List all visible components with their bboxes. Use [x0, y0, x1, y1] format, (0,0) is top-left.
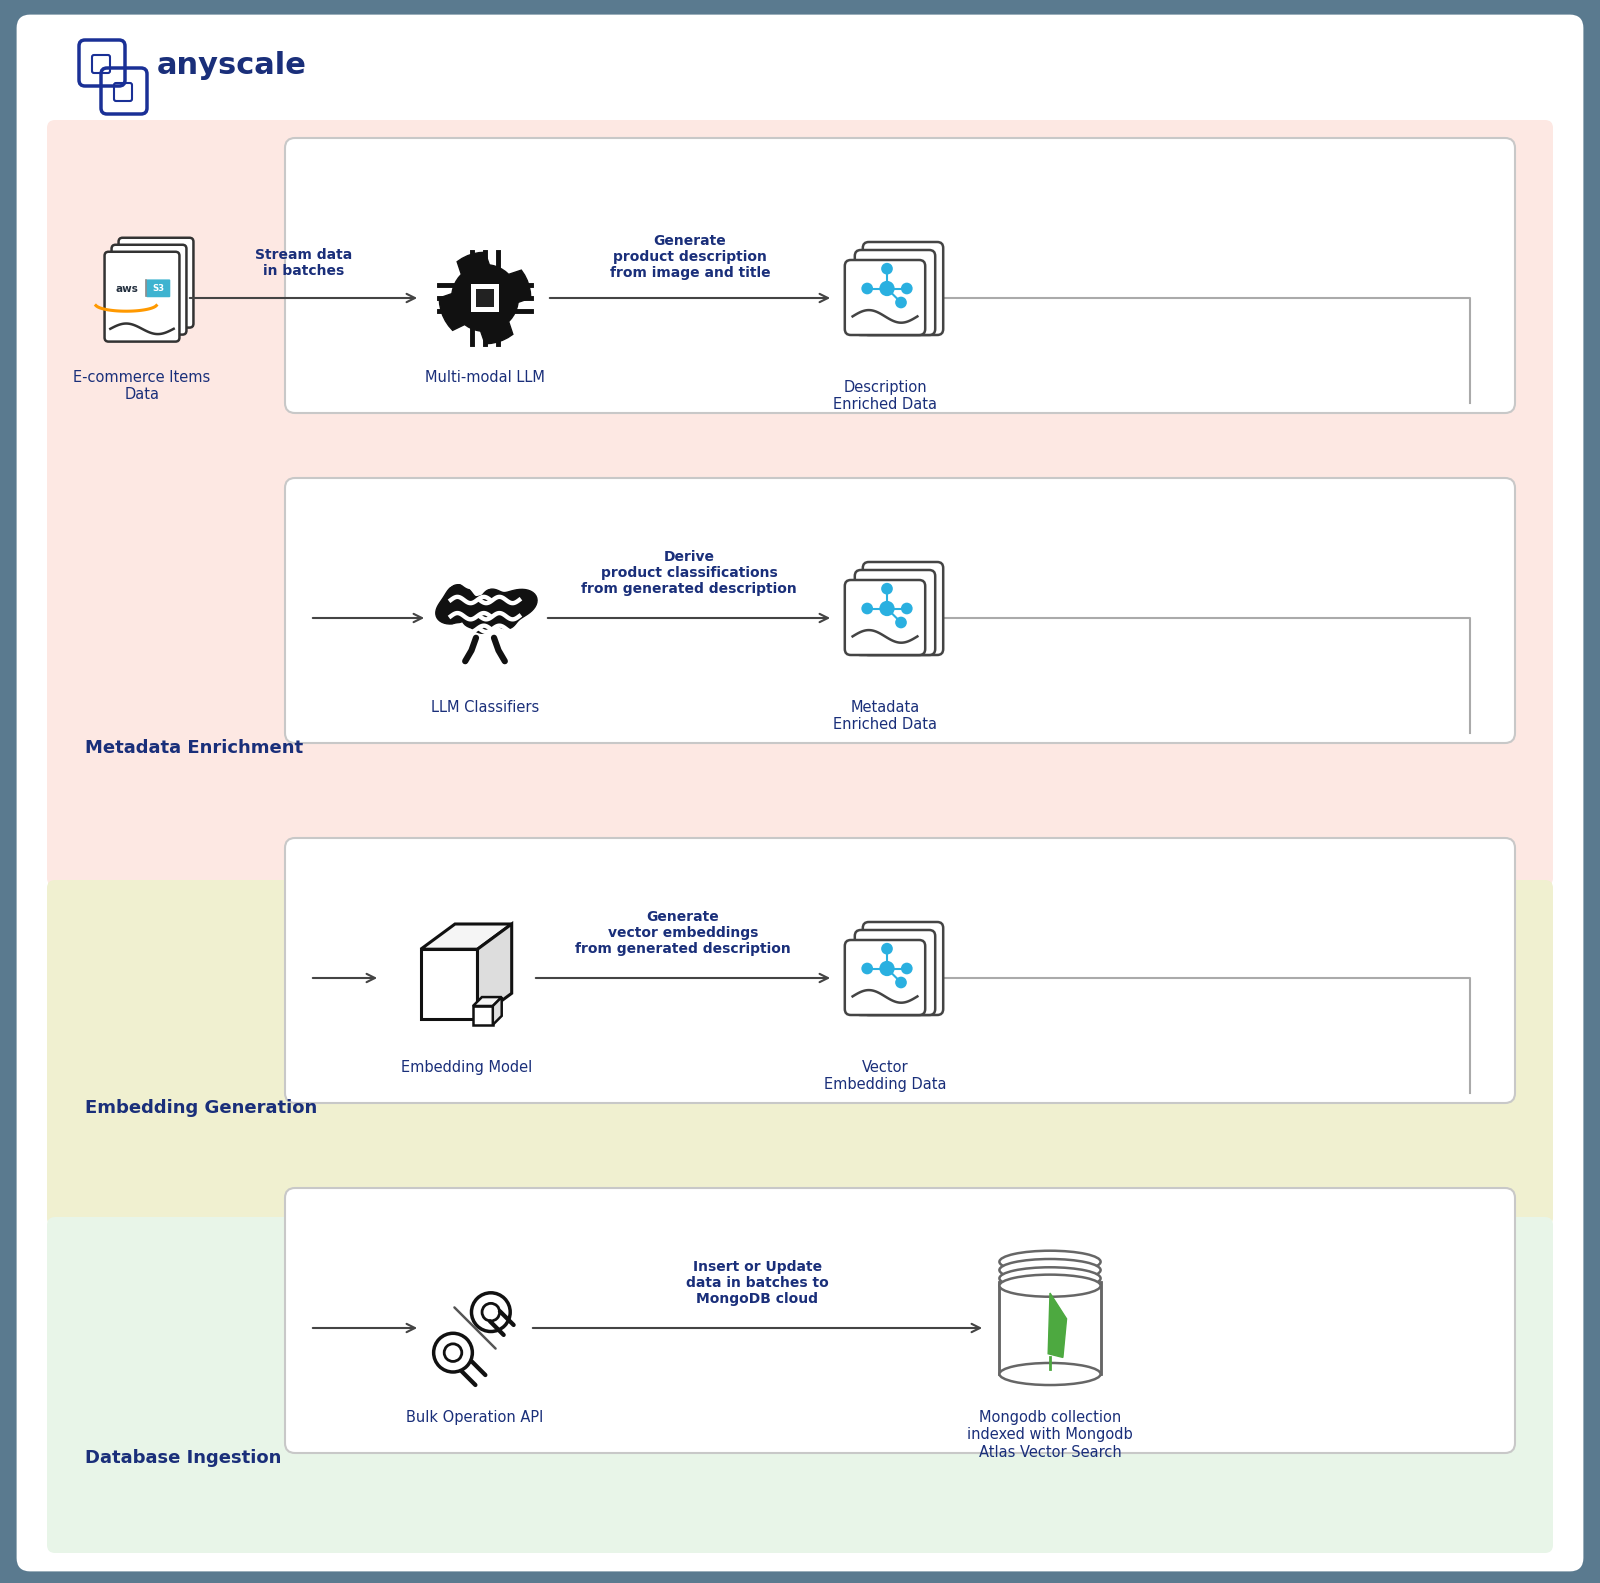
Polygon shape	[1048, 1293, 1067, 1358]
FancyBboxPatch shape	[854, 250, 934, 336]
FancyBboxPatch shape	[854, 570, 934, 655]
FancyBboxPatch shape	[46, 880, 1554, 1225]
Text: Embedding Generation: Embedding Generation	[85, 1099, 317, 1118]
FancyBboxPatch shape	[46, 1217, 1554, 1553]
Circle shape	[901, 603, 912, 614]
FancyBboxPatch shape	[477, 290, 494, 307]
Text: Metadata
Enriched Data: Metadata Enriched Data	[834, 700, 938, 733]
Text: LLM Classifiers: LLM Classifiers	[430, 700, 539, 716]
Ellipse shape	[1000, 1274, 1101, 1296]
Circle shape	[901, 962, 912, 975]
Text: Description
Enriched Data: Description Enriched Data	[834, 380, 938, 413]
FancyBboxPatch shape	[285, 478, 1515, 742]
FancyBboxPatch shape	[862, 242, 942, 336]
Text: Metadata Enrichment: Metadata Enrichment	[85, 739, 302, 757]
Polygon shape	[421, 950, 477, 1018]
FancyBboxPatch shape	[18, 16, 1582, 1570]
FancyBboxPatch shape	[845, 940, 925, 1015]
Text: Insert or Update
data in batches to
MongoDB cloud: Insert or Update data in batches to Mong…	[686, 1260, 829, 1306]
FancyBboxPatch shape	[862, 921, 942, 1015]
Text: Embedding Model: Embedding Model	[402, 1061, 533, 1075]
Polygon shape	[435, 584, 506, 633]
Circle shape	[472, 1293, 510, 1331]
Text: Vector
Embedding Data: Vector Embedding Data	[824, 1061, 946, 1092]
Ellipse shape	[1000, 1258, 1101, 1281]
FancyBboxPatch shape	[118, 237, 194, 328]
Text: Database Ingestion: Database Ingestion	[85, 1448, 282, 1467]
Circle shape	[894, 977, 907, 988]
Polygon shape	[474, 997, 502, 1005]
Text: Mongodb collection
indexed with Mongodb
Atlas Vector Search: Mongodb collection indexed with Mongodb …	[966, 1410, 1133, 1460]
Circle shape	[861, 962, 874, 975]
FancyBboxPatch shape	[854, 929, 934, 1015]
Circle shape	[882, 583, 893, 595]
Polygon shape	[493, 997, 502, 1024]
FancyBboxPatch shape	[46, 120, 1554, 886]
FancyBboxPatch shape	[845, 260, 925, 336]
FancyBboxPatch shape	[285, 837, 1515, 1103]
Circle shape	[434, 1333, 472, 1372]
FancyBboxPatch shape	[845, 579, 925, 655]
FancyBboxPatch shape	[112, 245, 187, 334]
Circle shape	[880, 961, 894, 977]
Circle shape	[861, 283, 874, 294]
Circle shape	[861, 603, 874, 614]
Text: S3: S3	[152, 283, 165, 293]
Circle shape	[880, 280, 894, 296]
FancyBboxPatch shape	[285, 1187, 1515, 1453]
Text: aws: aws	[115, 285, 139, 294]
Text: Bulk Operation API: Bulk Operation API	[406, 1410, 544, 1425]
Polygon shape	[477, 924, 512, 1018]
Ellipse shape	[1000, 1268, 1101, 1290]
Text: Generate
vector embeddings
from generated description: Generate vector embeddings from generate…	[574, 910, 790, 956]
Text: anyscale: anyscale	[157, 51, 307, 79]
Text: Generate
product description
from image and title: Generate product description from image …	[610, 234, 770, 280]
Circle shape	[901, 283, 912, 294]
Polygon shape	[421, 924, 512, 950]
Text: Stream data
in batches: Stream data in batches	[254, 249, 352, 279]
Text: Multi-modal LLM: Multi-modal LLM	[426, 370, 546, 385]
Ellipse shape	[1000, 1251, 1101, 1273]
FancyBboxPatch shape	[862, 562, 942, 655]
Polygon shape	[474, 1005, 493, 1024]
FancyBboxPatch shape	[146, 280, 170, 298]
FancyBboxPatch shape	[285, 138, 1515, 413]
Circle shape	[894, 296, 907, 309]
Circle shape	[880, 602, 894, 616]
Polygon shape	[462, 589, 538, 628]
Circle shape	[882, 943, 893, 955]
Circle shape	[482, 1303, 499, 1320]
Polygon shape	[440, 252, 531, 344]
Circle shape	[445, 1344, 462, 1361]
FancyBboxPatch shape	[1000, 1282, 1101, 1374]
FancyBboxPatch shape	[470, 283, 499, 312]
FancyBboxPatch shape	[104, 252, 179, 342]
Circle shape	[894, 617, 907, 628]
Ellipse shape	[1000, 1363, 1101, 1385]
Circle shape	[882, 263, 893, 274]
Text: E-commerce Items
Data: E-commerce Items Data	[74, 370, 211, 402]
Text: Derive
product classifications
from generated description: Derive product classifications from gene…	[581, 549, 797, 597]
